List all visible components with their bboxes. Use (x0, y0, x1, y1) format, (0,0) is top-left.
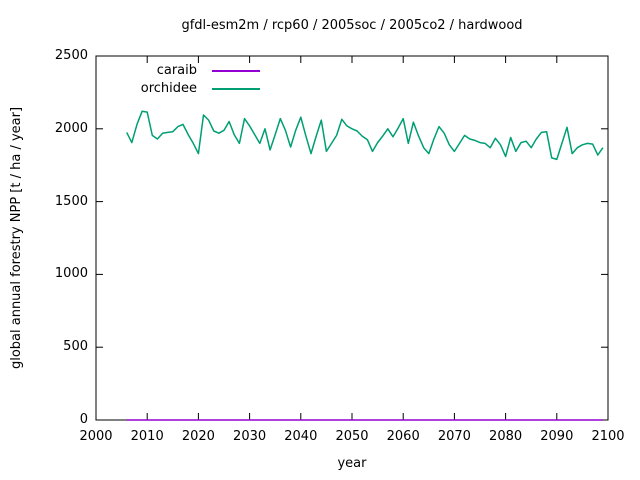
x-tick-label: 2010 (130, 429, 164, 444)
legend-label-orchidee: orchidee (140, 81, 197, 96)
x-tick-label: 2040 (284, 429, 318, 444)
x-tick-label: 2050 (335, 429, 369, 444)
x-tick-label: 2060 (386, 429, 420, 444)
plot-border (95, 55, 609, 421)
y-tick-label: 1000 (54, 266, 88, 282)
legend-label-caraib: caraib (156, 63, 197, 78)
y-tick-label: 500 (63, 339, 88, 355)
y-tick-label: 1500 (54, 193, 88, 209)
x-tick-label: 2020 (181, 429, 215, 444)
y-tick-label: 2000 (54, 120, 88, 136)
x-tick-label: 2030 (233, 429, 267, 444)
x-tick-label: 2100 (591, 429, 625, 444)
x-tick-label: 2080 (489, 429, 523, 444)
y-tick-label: 2500 (54, 48, 88, 63)
chart-title: gfdl-esm2m / rcp60 / 2005soc / 2005co2 /… (181, 18, 523, 33)
x-tick-label: 2090 (540, 429, 574, 444)
y-tick-label: 0 (79, 412, 88, 427)
x-tick-label: 2070 (437, 429, 471, 444)
x-tick-label: 2000 (79, 429, 113, 444)
x-axis-label: year (337, 456, 367, 471)
series-line-orchidee (126, 110, 604, 161)
